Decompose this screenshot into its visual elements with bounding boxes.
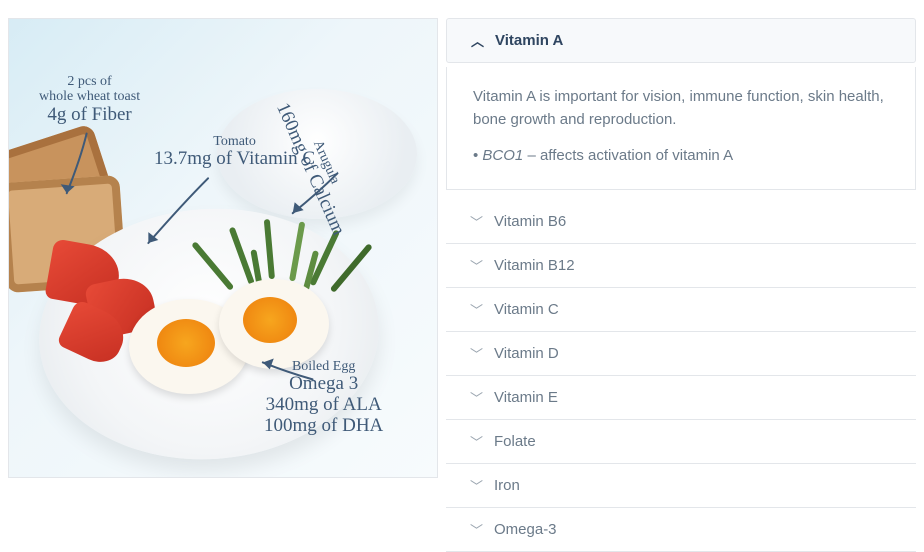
accordion-panel-vitamin-a: Vitamin A is important for vision, immun… — [446, 67, 916, 190]
accordion-title: Vitamin C — [494, 301, 559, 318]
accordion-title: Vitamin E — [494, 389, 558, 406]
accordion-header-vitamin-e[interactable]: ﹀ Vitamin E — [446, 376, 916, 420]
accordion-header-iron[interactable]: ﹀ Iron — [446, 464, 916, 508]
accordion-header-vitamin-b12[interactable]: ﹀ Vitamin B12 — [446, 244, 916, 288]
chevron-down-icon: ﹀ — [470, 344, 480, 363]
accordion-header-vitamin-d[interactable]: ﹀ Vitamin D — [446, 332, 916, 376]
gene-item: BCO1 – affects activation of vitamin A — [473, 144, 889, 167]
callout-text: Boiled Egg — [264, 359, 383, 374]
gene-name: BCO1 — [482, 147, 523, 164]
accordion: ︿ Vitamin A Vitamin A is important for v… — [446, 18, 916, 491]
accordion-title: Vitamin A — [495, 32, 563, 49]
accordion-header-vitamin-b6[interactable]: ﹀ Vitamin B6 — [446, 200, 916, 244]
chevron-down-icon: ﹀ — [470, 476, 480, 495]
chevron-down-icon: ﹀ — [470, 256, 480, 275]
callout-text: 2 pcs of — [39, 74, 140, 89]
accordion-title: Folate — [494, 433, 536, 450]
gene-desc: – affects activation of vitamin A — [523, 147, 733, 164]
accordion-title: Vitamin D — [494, 345, 559, 362]
callout-text: 340mg of ALA — [264, 395, 383, 416]
page: 2 pcs of whole wheat toast 4g of Fiber T… — [0, 0, 924, 509]
accordion-title: Vitamin B6 — [494, 213, 566, 230]
chevron-up-icon: ︿ — [471, 31, 481, 50]
callout-text: whole wheat toast — [39, 89, 140, 104]
accordion-body: Vitamin A is important for vision, immun… — [473, 85, 889, 132]
callout-text: Omega 3 — [264, 374, 383, 395]
accordion-title: Omega-3 — [494, 521, 557, 538]
chevron-down-icon: ﹀ — [470, 388, 480, 407]
accordion-header-omega-3[interactable]: ﹀ Omega-3 — [446, 508, 916, 552]
callout-text: 100mg of DHA — [264, 416, 383, 437]
accordion-header-vitamin-c[interactable]: ﹀ Vitamin C — [446, 288, 916, 332]
callout-egg: Boiled Egg Omega 3 340mg of ALA 100mg of… — [264, 359, 383, 437]
egg-shape-2 — [219, 279, 329, 369]
callout-text: 4g of Fiber — [39, 105, 140, 126]
accordion-title: Iron — [494, 477, 520, 494]
chevron-down-icon: ﹀ — [470, 300, 480, 319]
accordion-header-vitamin-a[interactable]: ︿ Vitamin A — [446, 18, 916, 63]
accordion-header-folate[interactable]: ﹀ Folate — [446, 420, 916, 464]
chevron-down-icon: ﹀ — [470, 520, 480, 539]
callout-toast: 2 pcs of whole wheat toast 4g of Fiber — [39, 74, 140, 126]
accordion-title: Vitamin B12 — [494, 257, 575, 274]
chevron-down-icon: ﹀ — [470, 212, 480, 231]
chevron-down-icon: ﹀ — [470, 432, 480, 451]
food-infographic: 2 pcs of whole wheat toast 4g of Fiber T… — [8, 18, 438, 478]
